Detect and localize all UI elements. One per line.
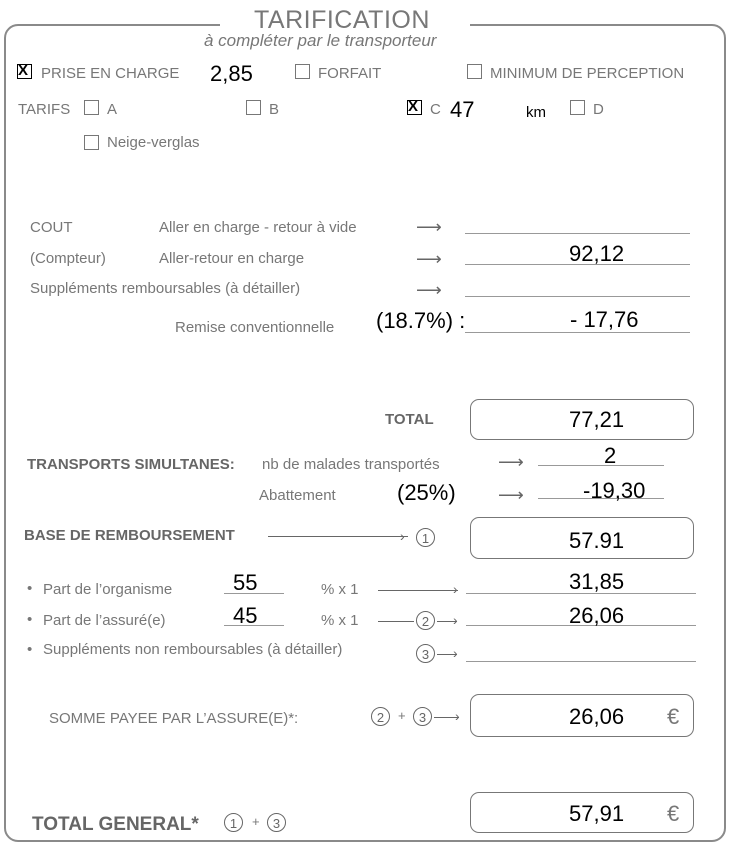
total-label: TOTAL (385, 411, 434, 428)
base-arrow-line (268, 536, 408, 537)
total-box[interactable] (470, 399, 694, 440)
prise-en-charge-label: PRISE EN CHARGE (41, 65, 180, 82)
prise-en-charge-checkbox[interactable] (17, 62, 32, 79)
total-general-label: TOTAL GENERAL* (32, 814, 199, 835)
plus-sign: + (398, 708, 406, 723)
supplements-remboursables-field[interactable] (465, 296, 690, 297)
part-organisme-pct-x: % x 1 (321, 581, 359, 598)
tarifs-label: TARIFS (18, 101, 71, 118)
tarif-b-checkbox[interactable] (246, 100, 261, 115)
aller-retour-value[interactable]: 92,12 (569, 241, 625, 266)
bullet-icon: • (27, 611, 33, 628)
abattement-value[interactable]: -19,30 (583, 478, 646, 503)
circle-3-icon: 3 (413, 707, 432, 726)
compteur-label: (Compteur) (30, 250, 106, 267)
aller-vide-field[interactable] (465, 233, 690, 234)
total-value: 77,21 (569, 407, 625, 432)
somme-payee-value: 26,06 (569, 704, 625, 729)
neige-verglas-label: Neige-verglas (107, 134, 200, 151)
circle-1-icon: 1 (224, 813, 243, 832)
base-arrow-head-icon: › (400, 528, 405, 544)
part-organisme-percent[interactable]: 55 (233, 570, 258, 595)
supplements-remboursables-label: Suppléments remboursables (à détailler) (30, 280, 301, 297)
total-general-value: 57,91 (569, 801, 625, 826)
tarif-c-label: C (430, 101, 441, 118)
circle-2-icon: 2 (371, 707, 390, 726)
total-general-box[interactable] (470, 792, 694, 833)
minimum-perception-label: MINIMUM DE PERCEPTION (490, 65, 685, 82)
tarif-b-label: B (269, 101, 280, 118)
section-title: TARIFICATION (254, 6, 430, 34)
part-organisme-value[interactable]: 31,85 (569, 569, 625, 594)
bullet-icon: • (27, 641, 33, 658)
aller-retour-label: Aller-retour en charge (159, 250, 305, 267)
cout-label: COUT (30, 219, 73, 236)
circle-3-icon: 3 (267, 813, 286, 832)
base-remboursement-value: 57.91 (569, 528, 625, 553)
base-remboursement-label: BASE DE REMBOURSEMENT (24, 527, 235, 544)
minimum-perception-checkbox[interactable] (467, 64, 482, 79)
transports-simultanes-label: TRANSPORTS SIMULTANES: (27, 456, 235, 473)
tarif-a-label: A (107, 101, 118, 118)
somme-payee-box[interactable] (470, 694, 694, 737)
part-assure-value[interactable]: 26,06 (569, 603, 625, 628)
arrow-nb-malades-icon: ⟶ (498, 452, 524, 472)
supplements-non-remboursables-field[interactable] (466, 661, 696, 662)
base-remboursement-box[interactable] (470, 517, 694, 559)
somme-payee-label: SOMME PAYEE PAR L’ASSURE(E)*: (49, 710, 299, 727)
plus-sign: + (252, 814, 260, 829)
aller-vide-label: Aller en charge - retour à vide (159, 219, 357, 236)
forfait-label: FORFAIT (318, 65, 382, 82)
remise-percent: (18.7%) : (376, 308, 466, 333)
km-value[interactable]: 47 (450, 97, 475, 122)
arrow-assure-icon: › (453, 612, 458, 628)
euro-icon: € (667, 801, 680, 826)
tarif-c-checkbox[interactable] (407, 98, 422, 115)
bullet-icon: • (27, 580, 33, 597)
tarif-a-checkbox[interactable] (84, 100, 99, 115)
arrow-organisme-icon: › (453, 581, 458, 597)
nb-malades-value[interactable]: 2 (604, 443, 617, 468)
km-unit: km (526, 104, 546, 121)
arrow-aller-retour-icon: ⟶ (416, 249, 442, 269)
tarif-d-checkbox[interactable] (570, 100, 585, 115)
neige-verglas-checkbox[interactable] (84, 135, 99, 150)
part-assure-pct-x: % x 1 (321, 612, 359, 629)
abattement-label: Abattement (259, 487, 336, 504)
forfait-checkbox[interactable] (295, 64, 310, 79)
arrow-supplements-icon: ⟶ (416, 280, 442, 300)
prise-en-charge-value[interactable]: 2,85 (210, 61, 253, 86)
remise-label: Remise conventionnelle (175, 319, 335, 336)
supplements-non-remboursables-label: Suppléments non remboursables (à détaill… (43, 641, 343, 658)
section-subtitle: à compléter par le transporteur (204, 31, 437, 50)
part-organisme-label: Part de l’organisme (43, 581, 173, 598)
euro-icon: € (667, 704, 680, 729)
tarif-d-label: D (593, 101, 604, 118)
part-assure-percent[interactable]: 45 (233, 603, 258, 628)
arrow-aller-vide-icon: ⟶ (416, 217, 442, 237)
arrow-somme-icon: › (455, 708, 460, 724)
arrow-supplements-non-icon: › (453, 645, 458, 661)
circle-3-icon: 3 (416, 644, 435, 663)
circle-2-icon: 2 (416, 611, 435, 630)
part-assure-label: Part de l’assuré(e) (43, 612, 166, 629)
abattement-percent: (25%) (397, 480, 456, 505)
remise-value[interactable]: - 17,76 (570, 307, 639, 332)
circle-1-icon: 1 (416, 528, 435, 547)
nb-malades-label: nb de malades transportés (262, 456, 440, 473)
arrow-abattement-icon: ⟶ (498, 485, 524, 505)
